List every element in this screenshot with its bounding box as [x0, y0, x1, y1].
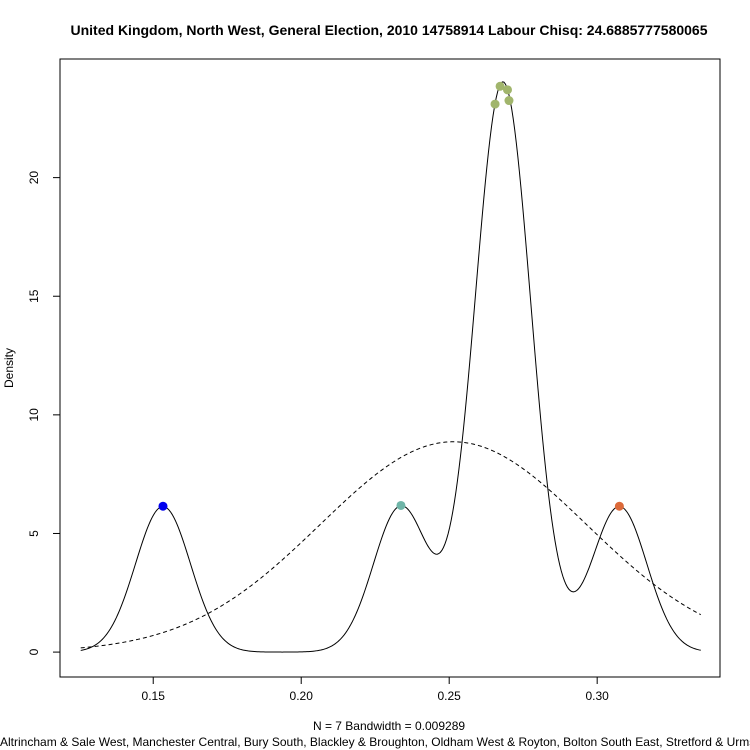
y-tick-label: 10 — [27, 408, 41, 422]
x-tick-label: 0.30 — [585, 689, 609, 703]
plot-frame — [59, 58, 721, 678]
y-axis-label: Density — [2, 348, 16, 388]
constituency-list: Altrincham & Sale West, Manchester Centr… — [0, 735, 750, 749]
data-point — [490, 99, 500, 109]
data-point — [504, 96, 514, 106]
data-point — [502, 85, 512, 95]
y-tick-label: 20 — [27, 171, 41, 185]
x-tick-label: 0.25 — [438, 689, 462, 703]
x-axis: 0.15 0.20 0.25 0.30 — [142, 676, 609, 703]
x-tick-label: 0.20 — [290, 689, 314, 703]
chart-title: United Kingdom, North West, General Elec… — [71, 22, 708, 38]
normal-fit-curve — [80, 441, 701, 649]
data-point — [396, 500, 406, 510]
y-tick-label: 0 — [27, 648, 41, 655]
x-axis-label: N = 7 Bandwidth = 0.009289 — [313, 719, 465, 733]
y-axis: 0 5 10 15 20 — [27, 171, 61, 655]
x-tick-label: 0.15 — [142, 689, 166, 703]
density-curve — [80, 81, 701, 653]
data-points — [158, 81, 624, 511]
data-point — [158, 501, 168, 511]
data-point — [495, 81, 505, 91]
y-tick-label: 15 — [27, 289, 41, 303]
y-tick-label: 5 — [27, 530, 41, 537]
data-point — [614, 501, 624, 511]
